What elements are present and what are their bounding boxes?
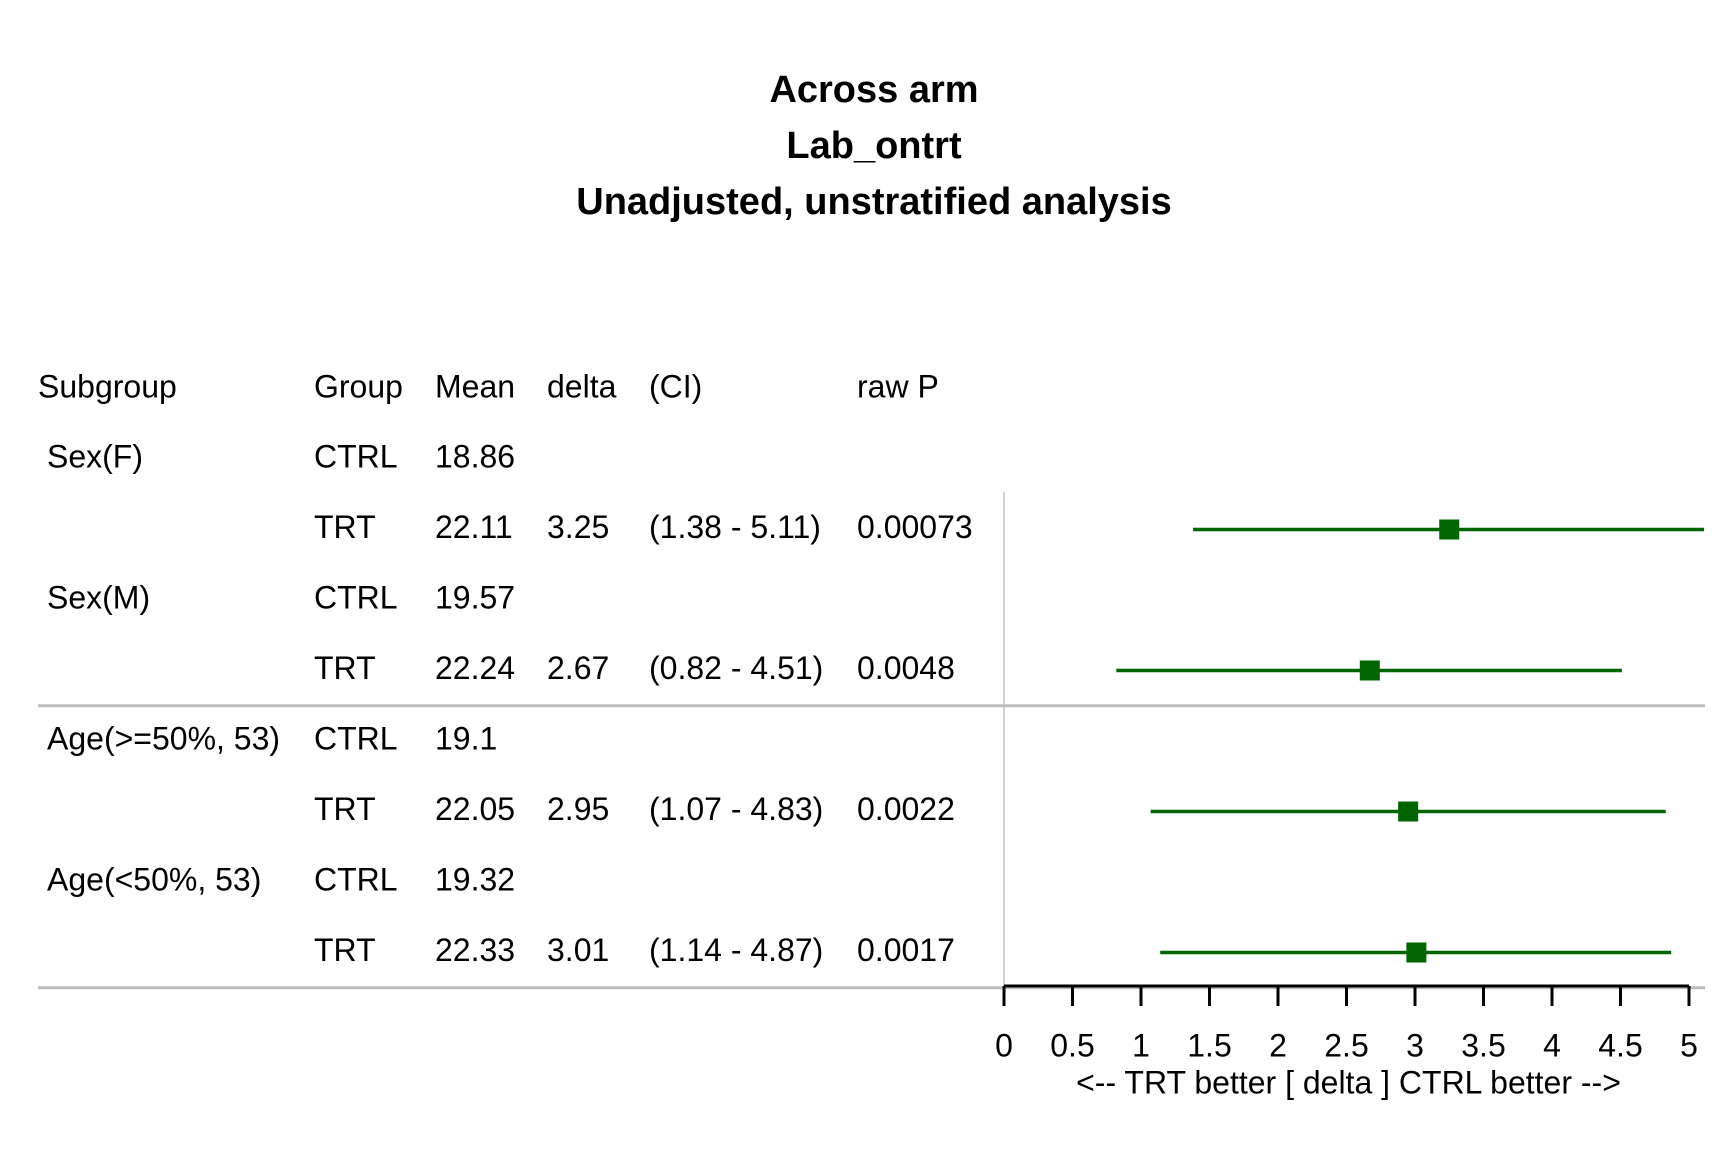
subgroup-label: Sex(M) <box>47 579 150 615</box>
ci-value: (1.38 - 5.11) <box>649 509 821 545</box>
p-value: 0.0017 <box>857 932 955 968</box>
group-label: TRT <box>314 509 376 545</box>
x-tick-label: 4 <box>1543 1027 1561 1063</box>
x-axis-label: <-- TRT better [ delta ] CTRL better --> <box>1076 1064 1621 1100</box>
ci-value: (1.14 - 4.87) <box>649 932 823 968</box>
mean-value: 19.57 <box>435 579 515 615</box>
x-tick-label: 3 <box>1406 1027 1424 1063</box>
chart-title: Across arm <box>769 69 979 111</box>
chart-subtitle-1: Lab_ontrt <box>786 125 962 167</box>
delta-value: 2.95 <box>547 791 609 827</box>
p-value: 0.0048 <box>857 650 955 686</box>
estimate-marker <box>1406 942 1427 963</box>
delta-header: delta <box>547 368 617 404</box>
group-label: TRT <box>314 791 376 827</box>
mean-value: 18.86 <box>435 438 515 474</box>
estimate-marker <box>1439 519 1460 540</box>
mean-value: 19.1 <box>435 720 497 756</box>
estimate-marker <box>1398 801 1419 822</box>
ci-value: (1.07 - 4.83) <box>649 791 823 827</box>
ci-value: (0.82 - 4.51) <box>649 650 823 686</box>
x-tick-label: 3.5 <box>1461 1027 1505 1063</box>
chart-titles: Across arm Lab_ontrt Unadjusted, unstrat… <box>0 62 1728 230</box>
x-tick-label: 0 <box>995 1027 1013 1063</box>
x-tick-label: 1 <box>1132 1027 1150 1063</box>
x-tick-label: 2 <box>1269 1027 1287 1063</box>
group-label: CTRL <box>314 438 398 474</box>
subgroup-label: Age(<50%, 53) <box>47 861 261 897</box>
p-header: raw P <box>857 368 939 404</box>
p-value: 0.0022 <box>857 791 955 827</box>
x-tick-label: 0.5 <box>1050 1027 1094 1063</box>
estimate-marker <box>1359 660 1380 681</box>
x-tick-label: 5 <box>1680 1027 1698 1063</box>
mean-value: 22.05 <box>435 791 515 827</box>
mean-value: 22.33 <box>435 932 515 968</box>
delta-value: 3.01 <box>547 932 609 968</box>
mean-value: 19.32 <box>435 861 515 897</box>
group-label: TRT <box>314 932 376 968</box>
p-value: 0.00073 <box>857 509 973 545</box>
subgroup-label: Age(>=50%, 53) <box>47 720 280 756</box>
x-tick-label: 2.5 <box>1324 1027 1368 1063</box>
subgroup-label: Sex(F) <box>47 438 143 474</box>
delta-value: 3.25 <box>547 509 609 545</box>
x-tick-label: 4.5 <box>1598 1027 1642 1063</box>
mean-header: Mean <box>435 368 515 404</box>
delta-value: 2.67 <box>547 650 609 686</box>
ci-header: (CI) <box>649 368 702 404</box>
group-label: CTRL <box>314 861 398 897</box>
x-tick-label: 1.5 <box>1187 1027 1231 1063</box>
group-label: CTRL <box>314 579 398 615</box>
mean-value: 22.24 <box>435 650 515 686</box>
chart-subtitle-2: Unadjusted, unstratified analysis <box>576 181 1172 223</box>
group-label: CTRL <box>314 720 398 756</box>
subgroup-header: Subgroup <box>38 368 177 404</box>
group-header: Group <box>314 368 403 404</box>
group-label: TRT <box>314 650 376 686</box>
mean-value: 22.11 <box>435 509 513 545</box>
